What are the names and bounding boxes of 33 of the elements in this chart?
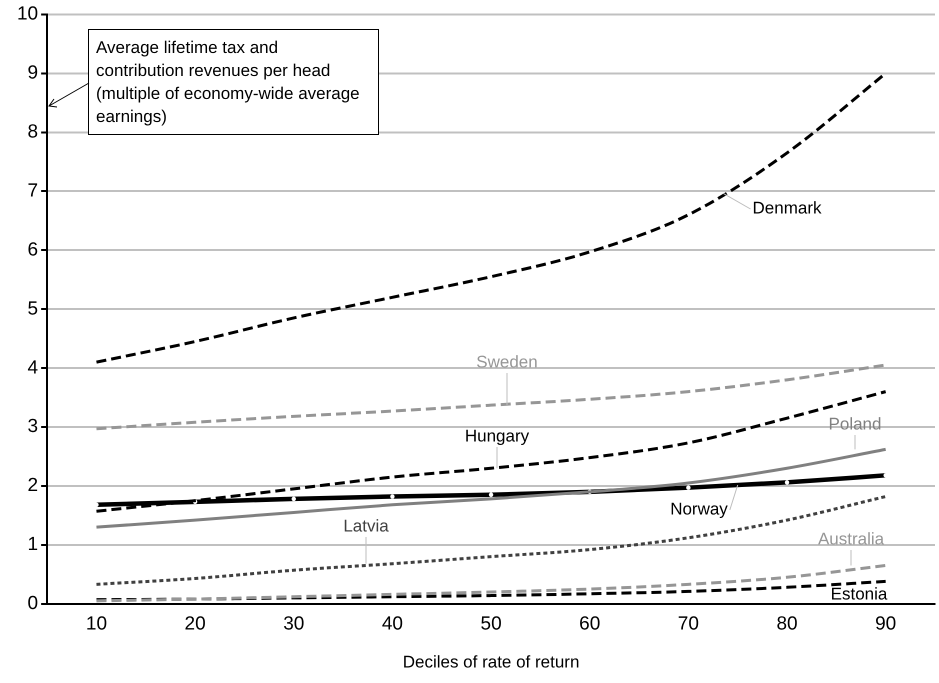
series-label: Sweden <box>476 352 538 372</box>
x-tick-label: 40 <box>382 613 403 634</box>
x-tick-label: 90 <box>875 613 896 634</box>
y-tick-label: 4 <box>28 357 39 378</box>
y-tick-label: 1 <box>28 534 38 556</box>
y-tick-label: 10 <box>16 4 38 25</box>
y-tick-label: 2 <box>28 475 38 496</box>
y-tick-label: 0 <box>28 593 38 614</box>
y-tick-label: 3 <box>28 416 38 438</box>
x-tick-label: 70 <box>678 613 699 634</box>
x-tick-label: 80 <box>776 613 798 634</box>
y-axis-title: Average lifetime tax and contribution revenues per head (multiple of economy-wide average earnings) <box>88 29 379 135</box>
series-label: Latvia <box>343 516 390 536</box>
y-tick-label: 9 <box>28 62 38 84</box>
series-label: Australia <box>818 530 885 549</box>
line-series <box>94 580 888 602</box>
line-series <box>94 495 888 586</box>
series-label: Hungary <box>464 426 530 446</box>
x-axis-title: Deciles of rate of return <box>402 652 580 672</box>
y-tick-label: 6 <box>28 239 38 260</box>
series-label: Denmark <box>752 198 822 218</box>
series-label: Poland <box>828 414 882 434</box>
x-tick-label: 50 <box>480 613 502 634</box>
series-label: Estonia <box>830 584 888 604</box>
y-tick-label: 5 <box>28 298 38 320</box>
x-tick-label: 60 <box>579 613 600 634</box>
x-tick-label: 30 <box>283 613 304 634</box>
x-tick-label: 20 <box>184 613 206 634</box>
line-series <box>94 564 888 602</box>
y-tick-label: 8 <box>28 122 38 143</box>
x-tick-label: 10 <box>86 613 108 634</box>
series-label: Norway <box>670 500 728 519</box>
y-tick-label: 7 <box>28 180 38 202</box>
